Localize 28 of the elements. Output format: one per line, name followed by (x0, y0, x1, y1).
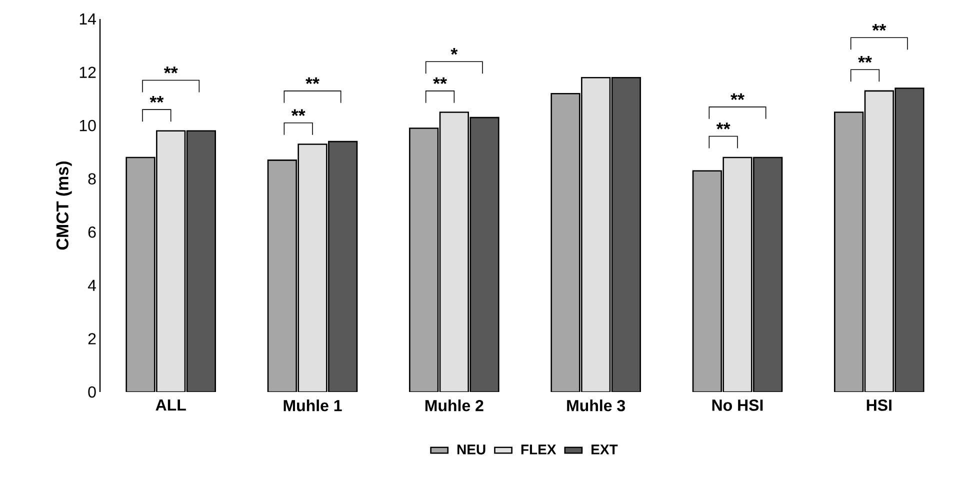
annotation: ** (858, 56, 872, 63)
annotation: ** (433, 77, 447, 84)
annotation: ** (716, 122, 730, 130)
y-tick-label: 0 (88, 386, 96, 398)
y-axis-title: CMCT (ms) (56, 162, 72, 250)
y-tick-label: 10 (80, 120, 96, 132)
annotation: ** (306, 77, 320, 84)
x-tick-label: ALL (156, 400, 186, 411)
y-tick-label: 8 (88, 173, 96, 185)
y-tick-label: 14 (80, 13, 96, 24)
annotation: ** (872, 24, 886, 31)
annotation: ** (150, 96, 164, 103)
x-tick-label: Muhle 2 (425, 400, 484, 412)
legend-label: EXT (592, 444, 618, 454)
y-tick-label: 2 (88, 333, 96, 344)
annotation: ** (730, 93, 744, 100)
annotation: ** (164, 66, 178, 74)
annotation: ** (291, 109, 306, 116)
y-tick-label: 12 (80, 66, 96, 78)
legend-label: FLEX (521, 444, 556, 454)
legend-label: NEU (457, 444, 486, 454)
x-tick-label: HSI (866, 400, 892, 411)
x-tick-label: No HSI (712, 400, 763, 411)
x-tick-label: Muhle 3 (567, 400, 626, 412)
y-tick-label: 6 (88, 226, 96, 238)
annotation: * (450, 48, 458, 55)
x-tick-label: Muhle 1 (284, 400, 342, 412)
y-tick-label: 4 (88, 280, 96, 291)
